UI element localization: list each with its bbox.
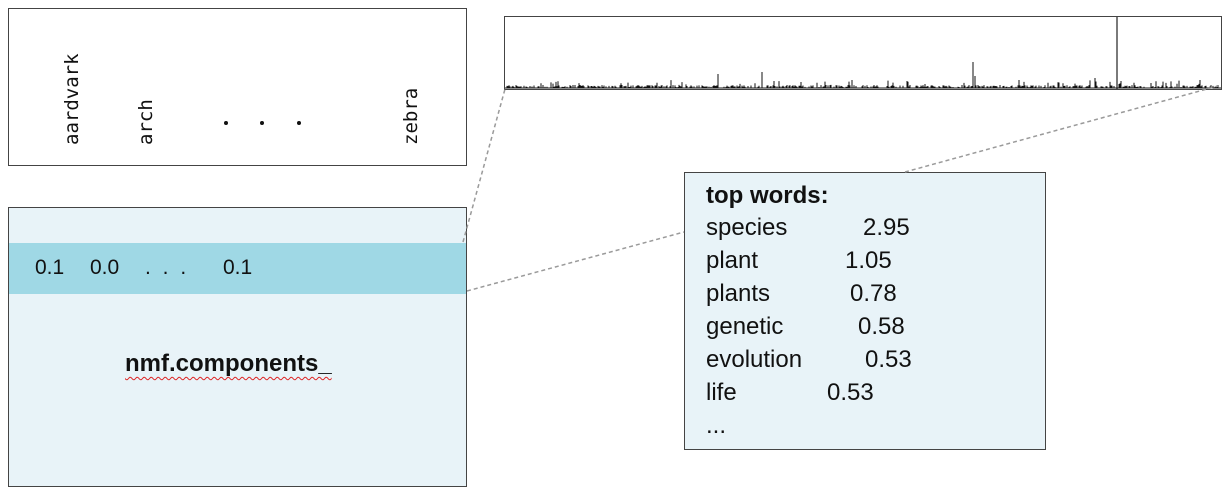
histogram-bars (505, 62, 1221, 89)
top-word: genetic (706, 313, 784, 340)
top-word-value: 2.95 (863, 214, 910, 241)
connector-histogram-to-topwords (904, 85, 1219, 173)
vocab-ellipsis-dot (224, 121, 228, 125)
top-word: evolution (706, 346, 803, 373)
row-value: 0.1 (223, 256, 253, 279)
row-value: 0.1 (35, 256, 65, 279)
top-word-value: 0.53 (865, 346, 912, 373)
components-label: nmf.components_ (125, 350, 332, 377)
top-words-box: top words: species 2.95 plant 1.05 plant… (684, 172, 1046, 450)
vocabulary-box: aardvark arch zebra (8, 8, 467, 166)
vocab-ellipsis-dot (260, 121, 264, 125)
top-word: plants (706, 280, 771, 307)
top-word: plant (706, 247, 759, 274)
vocab-word-aardvark: aardvark (61, 53, 83, 145)
top-word: species (706, 214, 788, 241)
top-word: life (706, 379, 737, 406)
vocab-ellipsis-dot (297, 121, 301, 125)
top-words-ellipsis: ... (706, 412, 727, 439)
vocab-word-arch: arch (135, 99, 157, 145)
connector-row-to-topwords (466, 231, 685, 292)
connector-row-to-histogram (462, 88, 506, 243)
vocab-word-zebra: zebra (400, 87, 422, 145)
top-words-title: top words: (706, 182, 829, 209)
row-value: 0.0 (90, 256, 120, 279)
top-word-value: 0.78 (850, 280, 897, 307)
row-ellipsis: . . . (145, 256, 190, 279)
top-word-value: 1.05 (845, 247, 892, 274)
component-histogram (504, 16, 1222, 90)
histogram-svg (505, 17, 1221, 89)
top-word-value: 0.53 (827, 379, 874, 406)
components-matrix-box: 0.1 0.0 . . . 0.1 nmf.components_ (8, 207, 467, 487)
top-word-value: 0.58 (858, 313, 905, 340)
highlighted-component-row (9, 243, 466, 294)
